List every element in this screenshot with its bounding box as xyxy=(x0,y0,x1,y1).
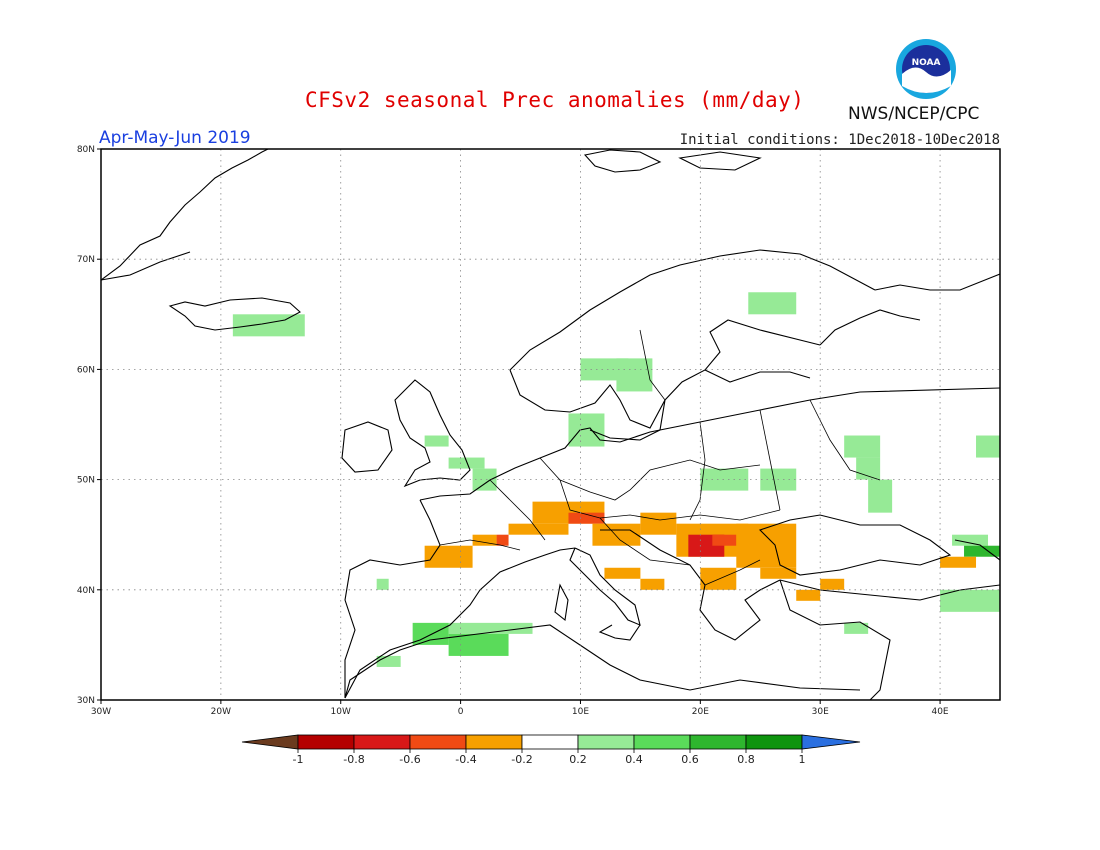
coastlines xyxy=(101,149,1000,700)
colorbar-label: -0.6 xyxy=(399,753,420,766)
anomaly-cell xyxy=(760,567,797,579)
anomaly-cell xyxy=(376,578,389,590)
anomaly-cell xyxy=(568,413,605,447)
anomaly-cell xyxy=(580,358,629,381)
colorbar-label: -0.2 xyxy=(511,753,532,766)
anomaly-cell xyxy=(424,435,449,447)
anomaly-cell xyxy=(496,534,509,546)
anomaly-cell xyxy=(472,468,497,491)
anomaly-cell xyxy=(964,545,1000,557)
anomaly-cell xyxy=(472,534,497,546)
colorbar-swatch xyxy=(745,734,803,750)
colorbar-swatch xyxy=(689,734,747,750)
colorbar-arrow-low xyxy=(241,734,299,750)
colorbar-label: 0.6 xyxy=(681,753,699,766)
anomaly-cell xyxy=(640,512,677,535)
lon-tick-label: 20W xyxy=(211,707,231,717)
lat-tick-label: 60N xyxy=(77,365,95,375)
colorbar-swatch xyxy=(577,734,635,750)
noaa-logo: NOAA xyxy=(895,38,957,100)
chart-title: CFSv2 seasonal Prec anomalies (mm/day) xyxy=(305,88,805,112)
map-frame xyxy=(100,148,1001,701)
lat-tick-label: 70N xyxy=(77,255,95,265)
anomaly-cell xyxy=(508,523,569,535)
anomaly-cell xyxy=(952,534,989,546)
colorbar-swatch xyxy=(353,734,411,750)
national-borders xyxy=(439,329,881,586)
colorbar-swatch xyxy=(465,734,523,750)
lat-tick-label: 30N xyxy=(77,696,95,706)
anomaly-cell xyxy=(844,435,881,458)
lat-tick-label: 40N xyxy=(77,586,95,596)
lat-tick-label: 80N xyxy=(77,145,95,155)
anomaly-cell xyxy=(448,633,509,656)
noaa-logo-text: NOAA xyxy=(912,58,941,68)
initial-conditions: Initial conditions: 1Dec2018-10Dec2018 xyxy=(679,132,1000,148)
anomaly-cell xyxy=(940,556,977,568)
graticule xyxy=(97,148,1000,704)
anomaly-cell xyxy=(748,292,797,315)
anomaly-cell xyxy=(844,622,869,634)
lon-tick-label: 0 xyxy=(458,707,464,717)
lon-tick-label: 10W xyxy=(331,707,351,717)
anomaly-cell xyxy=(796,589,821,601)
forecast-period: Apr-May-Jun 2019 xyxy=(99,128,251,148)
colorbar-swatch xyxy=(521,734,579,750)
colorbar-label: -1 xyxy=(293,753,304,766)
anomaly-cells xyxy=(232,292,1000,667)
anomaly-cell xyxy=(736,523,797,568)
anomaly-cell xyxy=(604,567,641,579)
anomaly-cell xyxy=(976,435,1000,458)
colorbar-label: -0.8 xyxy=(343,753,364,766)
lon-tick-label: 30W xyxy=(91,707,111,717)
anomaly-cell xyxy=(448,622,533,634)
lat-tick-label: 50N xyxy=(77,476,95,486)
colorbar-label: 0.4 xyxy=(625,753,643,766)
lon-tick-label: 20E xyxy=(692,707,709,717)
anomaly-cell xyxy=(700,468,749,491)
lon-tick-label: 40E xyxy=(931,707,948,717)
anomaly-cell xyxy=(232,314,305,337)
anomaly-cell xyxy=(448,457,485,469)
anomaly-cell xyxy=(868,479,893,513)
anomaly-cell xyxy=(640,578,665,590)
colorbar-arrow-high xyxy=(801,734,861,750)
lon-tick-label: 30E xyxy=(812,707,829,717)
anomaly-cell xyxy=(700,567,737,590)
colorbar-label: -0.4 xyxy=(455,753,476,766)
anomaly-cell xyxy=(376,655,401,667)
anomaly-cell xyxy=(592,523,641,546)
colorbar: -1 -0.8 -0.6 -0.4 -0.2 0.2 0.4 0.6 0.8 1 xyxy=(241,734,861,766)
lon-tick-label: 10E xyxy=(572,707,589,717)
anomaly-cell xyxy=(568,512,605,524)
anomaly-cell xyxy=(412,622,449,645)
anomaly-cell xyxy=(940,589,1000,612)
anomaly-cell xyxy=(820,578,845,590)
colorbar-swatch xyxy=(633,734,691,750)
colorbar-label: 1 xyxy=(799,753,806,766)
colorbar-swatch xyxy=(297,734,355,750)
colorbar-label: 0.2 xyxy=(569,753,587,766)
agency-label: NWS/NCEP/CPC xyxy=(848,104,980,124)
colorbar-swatch xyxy=(409,734,467,750)
colorbar-label: 0.8 xyxy=(737,753,755,766)
anomaly-cell xyxy=(712,534,737,546)
